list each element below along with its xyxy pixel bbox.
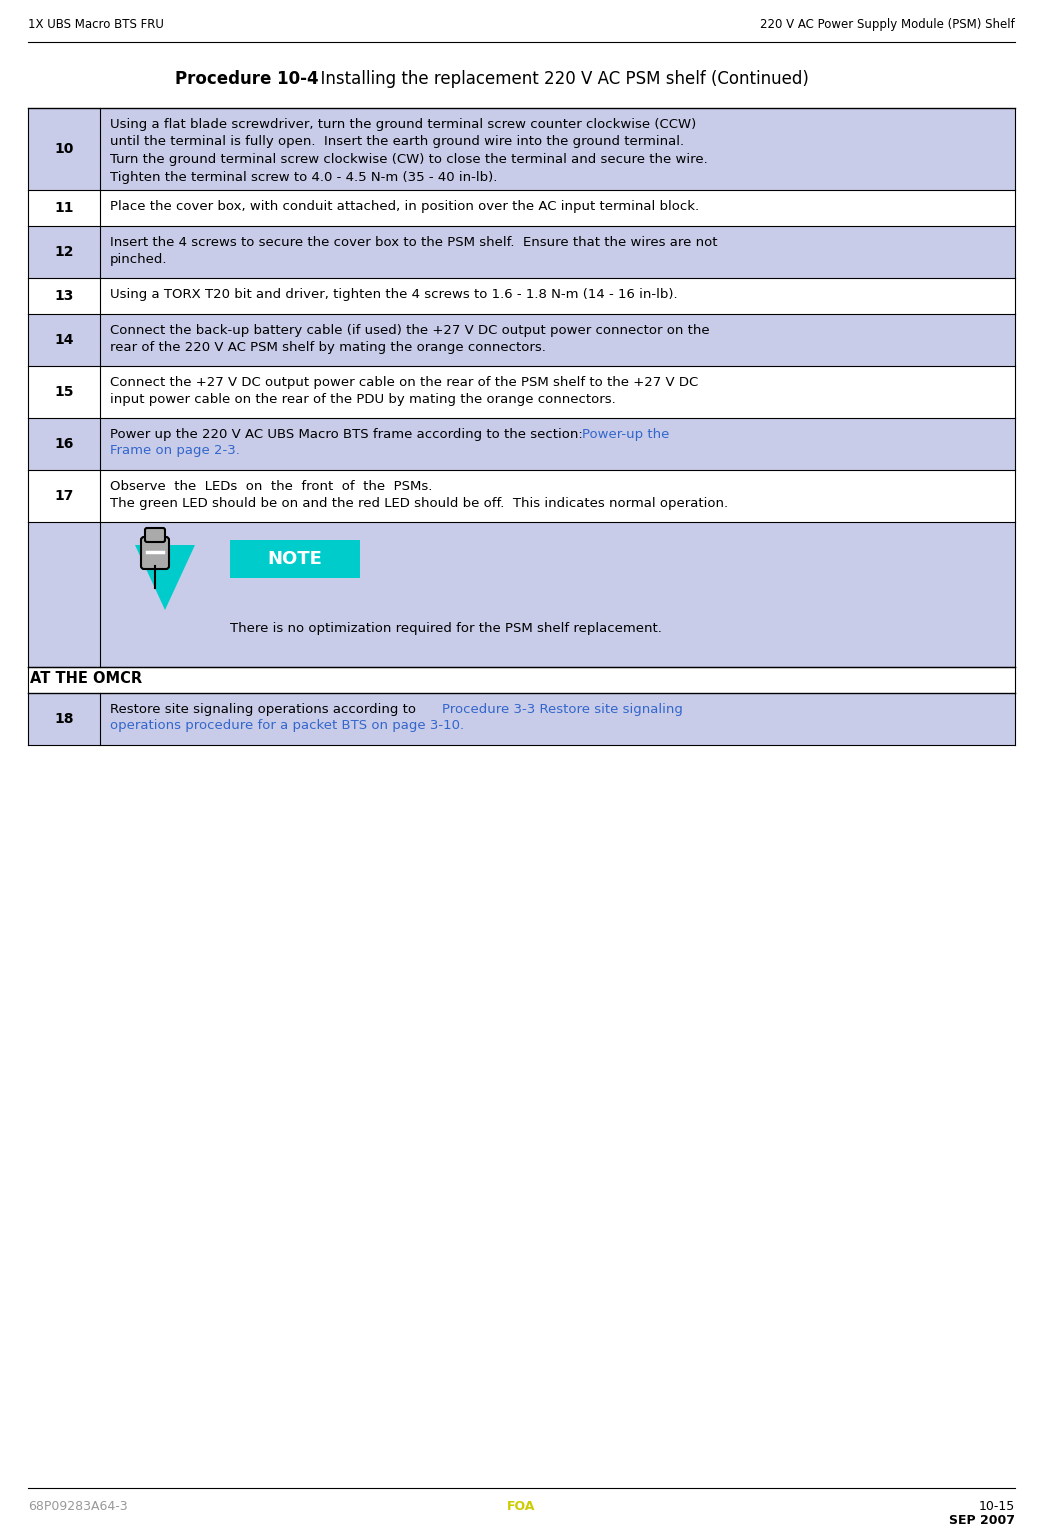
FancyBboxPatch shape	[145, 528, 165, 542]
Text: 68P09283A64-3: 68P09283A64-3	[28, 1500, 127, 1513]
Text: Procedure 10-4: Procedure 10-4	[175, 70, 318, 89]
FancyBboxPatch shape	[141, 538, 169, 570]
Text: operations procedure for a packet BTS on page 3-10.: operations procedure for a packet BTS on…	[110, 719, 464, 731]
Bar	[28, 315, 1015, 366]
Text: 14: 14	[54, 333, 74, 347]
Bar	[28, 693, 1015, 745]
Text: FOA: FOA	[507, 1500, 536, 1513]
Bar	[231, 541, 360, 579]
Text: Using a flat blade screwdriver, turn the ground terminal screw counter clockwise: Using a flat blade screwdriver, turn the…	[110, 118, 708, 183]
Text: 13: 13	[54, 289, 74, 302]
Bar	[28, 226, 1015, 278]
Text: Installing the replacement 220 V AC PSM shelf (Continued): Installing the replacement 220 V AC PSM …	[310, 70, 809, 89]
Text: Procedure 3-3 Restore site signaling: Procedure 3-3 Restore site signaling	[442, 702, 683, 716]
Text: SEP 2007: SEP 2007	[949, 1513, 1015, 1527]
Text: 17: 17	[54, 489, 74, 502]
Text: 1X UBS Macro BTS FRU: 1X UBS Macro BTS FRU	[28, 18, 164, 31]
Bar	[28, 522, 1015, 667]
Text: Restore site signaling operations according to: Restore site signaling operations accord…	[110, 702, 420, 716]
Text: Connect the +27 V DC output power cable on the rear of the PSM shelf to the +27 : Connect the +27 V DC output power cable …	[110, 376, 698, 406]
Text: 12: 12	[54, 244, 74, 260]
Text: Power up the 220 V AC UBS Macro BTS frame according to the section:: Power up the 220 V AC UBS Macro BTS fram…	[110, 428, 591, 441]
Text: There is no optimization required for the PSM shelf replacement.: There is no optimization required for th…	[231, 621, 662, 635]
Text: 16: 16	[54, 437, 74, 450]
Bar	[28, 366, 1015, 418]
Text: Using a TORX T20 bit and driver, tighten the 4 screws to 1.6 - 1.8 N-m (14 - 16 : Using a TORX T20 bit and driver, tighten…	[110, 289, 678, 301]
Bar	[28, 418, 1015, 470]
Bar	[28, 278, 1015, 315]
Text: NOTE: NOTE	[268, 550, 322, 568]
Text: 15: 15	[54, 385, 74, 399]
Text: Power-up the: Power-up the	[582, 428, 670, 441]
Bar	[28, 470, 1015, 522]
Bar	[28, 108, 1015, 189]
Text: 220 V AC Power Supply Module (PSM) Shelf: 220 V AC Power Supply Module (PSM) Shelf	[760, 18, 1015, 31]
Text: Connect the back-up battery cable (if used) the +27 V DC output power connector : Connect the back-up battery cable (if us…	[110, 324, 709, 354]
Text: 11: 11	[54, 202, 74, 215]
Text: Insert the 4 screws to secure the cover box to the PSM shelf.  Ensure that the w: Insert the 4 screws to secure the cover …	[110, 237, 718, 267]
Text: 10-15: 10-15	[978, 1500, 1015, 1513]
Text: 10: 10	[54, 142, 74, 156]
Polygon shape	[135, 545, 195, 609]
Text: 18: 18	[54, 712, 74, 725]
Text: AT THE OMCR: AT THE OMCR	[30, 670, 142, 686]
Text: Place the cover box, with conduit attached, in position over the AC input termin: Place the cover box, with conduit attach…	[110, 200, 699, 212]
Text: Frame on page 2-3.: Frame on page 2-3.	[110, 444, 240, 457]
Bar	[28, 189, 1015, 226]
Text: Observe  the  LEDs  on  the  front  of  the  PSMs.
The green LED should be on an: Observe the LEDs on the front of the PSM…	[110, 479, 728, 510]
